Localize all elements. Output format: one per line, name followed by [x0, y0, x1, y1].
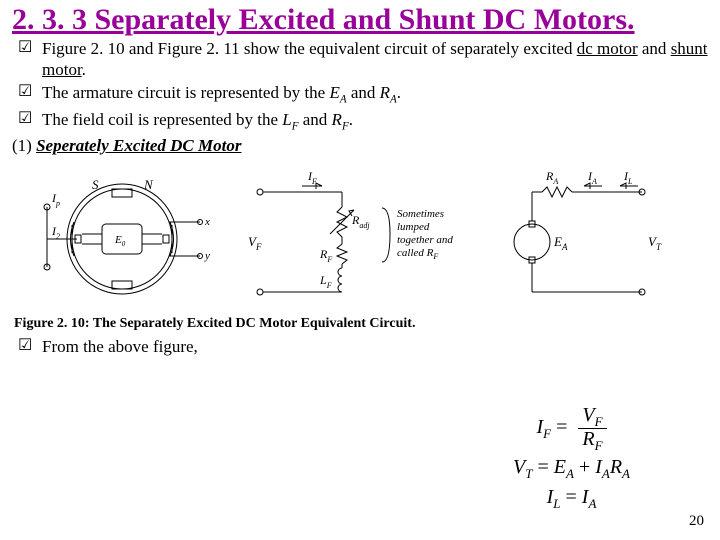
bullet-list-2: From the above figure,: [12, 336, 708, 357]
text: A: [390, 93, 397, 105]
svg-text:called RF: called RF: [397, 247, 438, 261]
text: F: [292, 121, 299, 133]
svg-text:Ip: Ip: [51, 191, 60, 208]
text: and: [299, 110, 332, 129]
text: A: [340, 93, 347, 105]
slide-page: 2. 3. 3 Separately Excited and Shunt DC …: [0, 0, 720, 540]
svg-text:I2: I2: [51, 224, 60, 241]
svg-text:x: x: [204, 216, 210, 228]
text: R: [332, 110, 342, 129]
text: L: [282, 110, 291, 129]
svg-text:Radj: Radj: [351, 213, 370, 230]
figure-caption: Figure 2. 10: The Separately Excited DC …: [14, 316, 708, 332]
circuit-diagram: VF IF Radj RF LF Sometimes lumped togeth…: [242, 162, 662, 312]
svg-text:IF: IF: [307, 169, 317, 186]
svg-text:VT: VT: [648, 234, 662, 252]
text: The field coil is represented by the: [42, 110, 282, 129]
bullet-item: The armature circuit is represented by t…: [42, 82, 708, 107]
equation-2: VT = EA + IARA: [513, 456, 630, 482]
svg-text:RA: RA: [545, 169, 558, 186]
text: From the above figure,: [42, 337, 198, 356]
svg-text:LF: LF: [319, 273, 332, 290]
svg-text:E0: E0: [114, 234, 126, 248]
svg-text:RF: RF: [319, 247, 332, 264]
svg-text:S: S: [92, 177, 99, 192]
equations: IF = VF RF VT = EA + IARA IL = IA: [513, 405, 630, 512]
text: Seperately Excited DC Motor: [36, 136, 241, 155]
text: .: [82, 60, 86, 79]
sub-heading: (1) Seperately Excited DC Motor: [12, 136, 708, 156]
bullet-list: Figure 2. 10 and Figure 2. 11 show the e…: [12, 38, 708, 135]
text: R: [380, 83, 390, 102]
svg-text:y: y: [204, 250, 210, 262]
page-number: 20: [689, 513, 704, 530]
svg-text:Sometimes: Sometimes: [397, 208, 444, 220]
equation-1: IF = VF RF: [513, 405, 630, 452]
text: Figure 2. 10 and Figure 2. 11 show the e…: [42, 39, 577, 58]
svg-text:EA: EA: [553, 234, 568, 252]
equation-3: IL = IA: [513, 486, 630, 512]
text: dc motor: [577, 39, 638, 58]
bullet-item: From the above figure,: [42, 336, 708, 357]
svg-text:N: N: [143, 177, 154, 192]
text: E: [329, 83, 339, 102]
text: The armature circuit is represented by t…: [42, 83, 329, 102]
motor-diagram: S N Ip I2 x y E0: [22, 167, 222, 307]
text: F: [342, 121, 349, 133]
svg-text:together and: together and: [397, 234, 453, 246]
text: .: [349, 110, 353, 129]
svg-text:VF: VF: [248, 234, 262, 252]
text: and: [347, 83, 380, 102]
text: and: [638, 39, 671, 58]
bullet-item: The field coil is represented by the LF …: [42, 109, 708, 134]
text: (1): [12, 136, 36, 155]
page-title: 2. 3. 3 Separately Excited and Shunt DC …: [12, 4, 708, 36]
text: .: [397, 83, 401, 102]
bullet-item: Figure 2. 10 and Figure 2. 11 show the e…: [42, 38, 708, 81]
figure-row: S N Ip I2 x y E0: [22, 162, 708, 312]
svg-text:lumped: lumped: [397, 221, 430, 233]
